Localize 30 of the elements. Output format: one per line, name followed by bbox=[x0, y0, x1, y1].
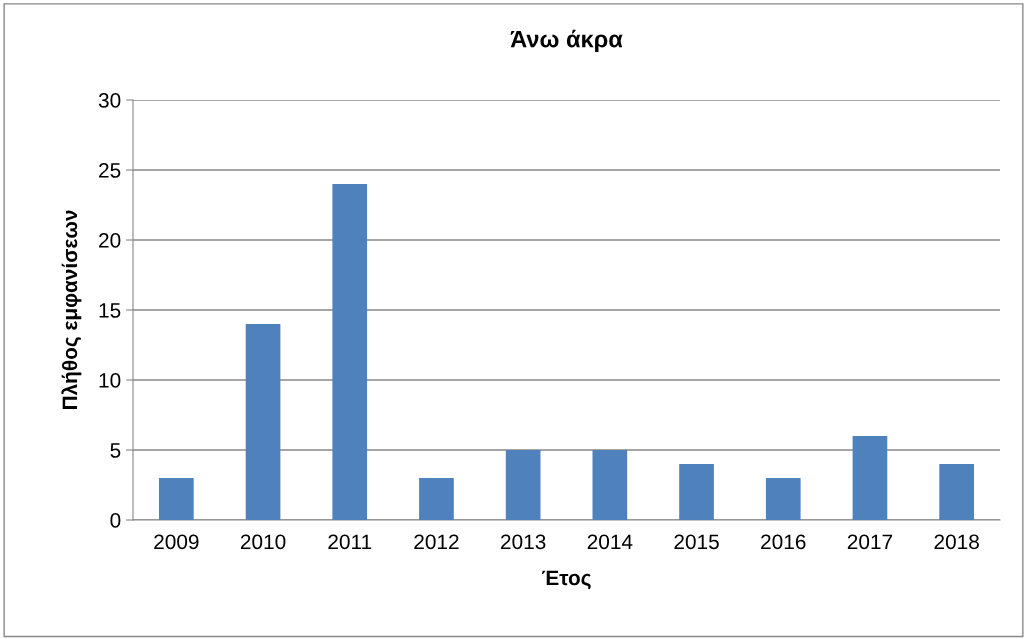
y-tick-label: 10 bbox=[99, 373, 121, 388]
bar bbox=[245, 324, 281, 520]
y-tick-label: 15 bbox=[99, 303, 121, 318]
y-tick-label: 5 bbox=[110, 443, 121, 458]
bar bbox=[939, 464, 974, 520]
x-tick-label: 2011 bbox=[328, 534, 372, 550]
y-tick-label: 25 bbox=[99, 163, 121, 178]
y-axis-title: Πλήθος εμφανίσεων bbox=[61, 210, 82, 410]
bar bbox=[159, 478, 194, 520]
x-tick-label: 2014 bbox=[587, 534, 633, 550]
x-tick-label: 2010 bbox=[240, 534, 286, 550]
bar bbox=[852, 436, 888, 520]
x-tick-label: 2016 bbox=[761, 534, 806, 550]
x-axis-title: Έτος bbox=[541, 570, 591, 590]
x-tick-label: 2017 bbox=[847, 534, 893, 550]
x-tick-label: 2013 bbox=[501, 534, 546, 550]
bar bbox=[679, 464, 714, 520]
bar bbox=[592, 450, 628, 520]
x-tick-label: 2012 bbox=[414, 534, 459, 550]
y-tick-label: 30 bbox=[98, 93, 121, 108]
x-tick-label: 2015 bbox=[674, 534, 719, 550]
y-tick-label: 20 bbox=[99, 233, 121, 248]
bar bbox=[419, 478, 454, 520]
chart-title: Άνω άκρα bbox=[510, 29, 623, 53]
bar bbox=[765, 478, 801, 520]
bar bbox=[505, 450, 541, 520]
x-tick-label: 2009 bbox=[154, 534, 199, 550]
x-tick-label: 2018 bbox=[934, 534, 979, 550]
y-tick-label: 0 bbox=[110, 513, 121, 528]
bar bbox=[332, 184, 368, 520]
